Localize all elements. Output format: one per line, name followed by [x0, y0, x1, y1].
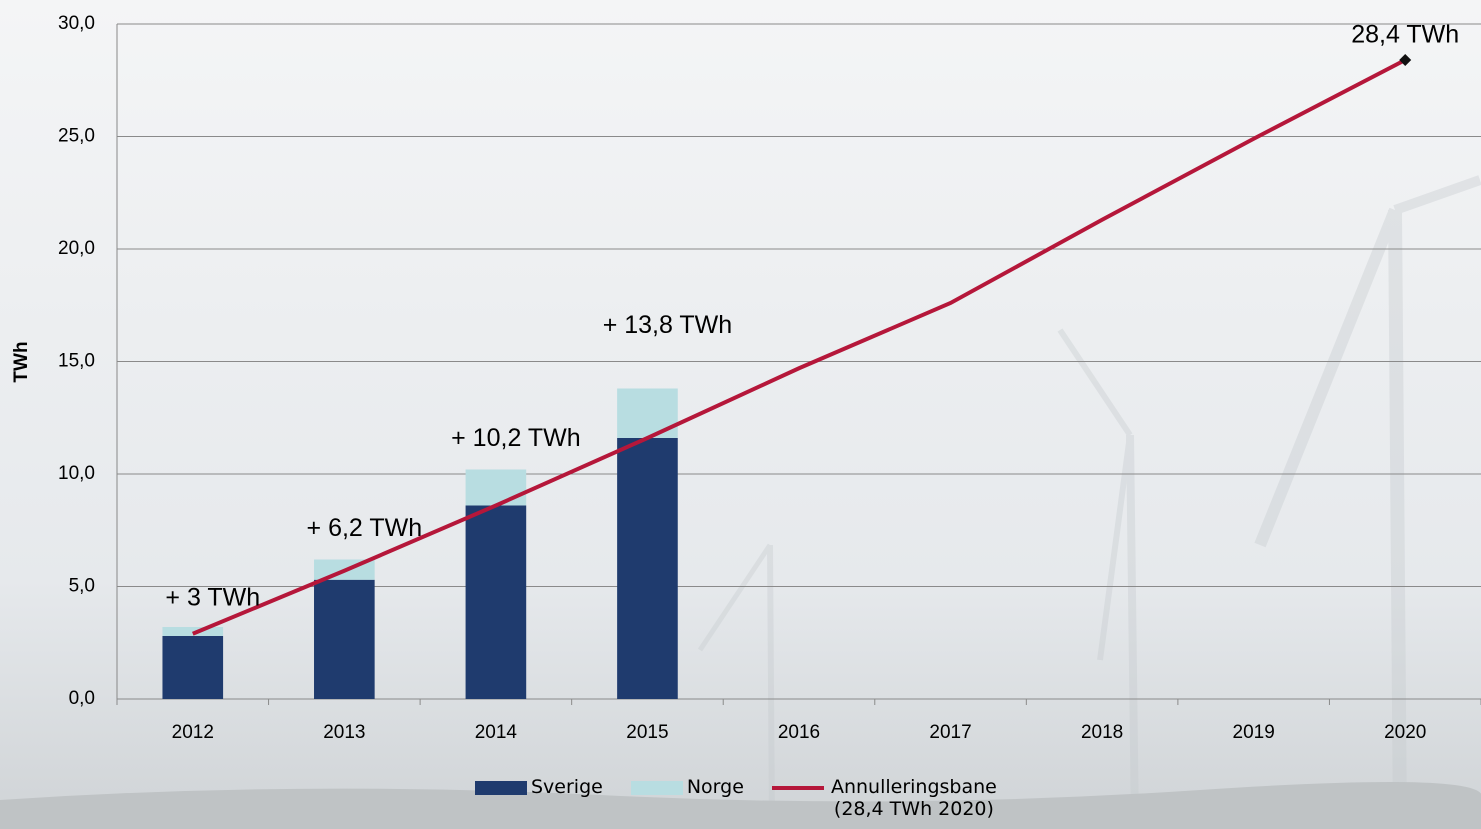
turbines	[697, 175, 1481, 829]
legend-item: Annulleringsbane (28,4 TWh 2020)	[771, 776, 1004, 820]
y-tick-label: 30,0	[58, 13, 95, 34]
legend-swatch	[771, 786, 824, 790]
y-tick-label: 25,0	[58, 126, 95, 147]
legend-item: Norge	[630, 776, 744, 798]
bar	[314, 579, 375, 699]
y-axis-title: TWh	[11, 341, 32, 382]
y-tick-label: 5,0	[69, 576, 95, 597]
annotation: + 6,2 TWh	[307, 514, 423, 542]
x-tick-label: 2020	[1384, 722, 1426, 743]
y-tick-label: 15,0	[58, 351, 95, 372]
x-tick-label: 2019	[1233, 722, 1275, 743]
x-tick-label: 2017	[929, 722, 971, 743]
x-tick-label: 2015	[626, 722, 668, 743]
legend-swatch	[475, 781, 527, 795]
legend: Sverige Norge Annulleringsbane (28,4 TWh 2…	[475, 776, 1032, 820]
bar	[617, 438, 678, 699]
data-label: 28,4 TWh	[1351, 21, 1459, 49]
y-tick-label: 10,0	[58, 463, 95, 484]
line	[192, 58, 1407, 636]
hills	[0, 782, 1481, 829]
bar	[162, 636, 224, 699]
annotation: + 13,8 TWh	[603, 311, 732, 339]
x-tick-label: 2012	[172, 722, 214, 743]
bar	[465, 505, 527, 699]
bar	[162, 627, 224, 636]
x-tick-label: 2018	[1081, 722, 1123, 743]
bar	[617, 388, 678, 438]
legend-label: Sverige	[531, 776, 603, 798]
legend-label: Annulleringsbane (28,4 TWh 2020)	[830, 776, 997, 820]
legend-item: Sverige	[475, 776, 603, 798]
x-tick-label: 2016	[778, 722, 820, 743]
x-tick-label: 2013	[323, 722, 365, 743]
y-tick-label: 20,0	[58, 238, 95, 259]
legend-swatch	[630, 781, 683, 795]
annotation: + 3 TWh	[165, 584, 260, 612]
bar	[465, 469, 527, 506]
x-tick-label: 2014	[475, 722, 518, 743]
y-tick-label: 0,0	[69, 688, 95, 709]
legend-label: Norge	[686, 776, 744, 798]
annotation: + 10,2 TWh	[451, 424, 580, 452]
end-marker	[1399, 54, 1412, 66]
